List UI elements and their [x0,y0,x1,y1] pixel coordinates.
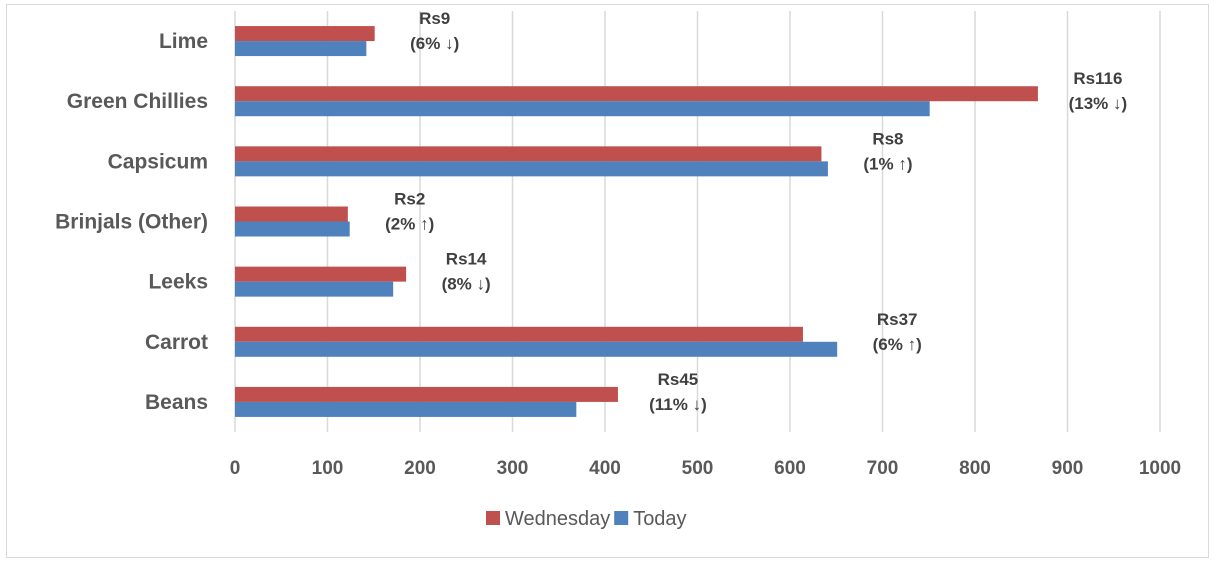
x-tick-label-400: 400 [589,458,621,479]
category-label-green-chillies: Green Chillies [67,90,208,113]
annotation-change-green-chillies: (13% ↓) [1069,94,1128,113]
annotation-amount-leeks: Rs14 [446,250,487,269]
annotation-amount-brinjals-other: Rs2 [394,190,425,209]
annotation-amount-beans: Rs45 [658,370,699,389]
legend-label-wednesday: Wednesday [505,508,610,530]
bar-wednesday-lime [235,26,375,42]
category-label-carrot: Carrot [145,331,208,354]
annotation-amount-carrot: Rs37 [877,310,918,329]
x-tick-label-900: 900 [1052,458,1084,479]
category-label-brinjals-other: Brinjals (Other) [55,211,208,234]
bar-today-capsicum [235,161,828,177]
x-tick-label-600: 600 [774,458,806,479]
annotation-change-leeks: (8% ↓) [442,275,491,294]
legend-label-today: Today [633,508,686,530]
annotation-change-beans: (11% ↓) [649,395,707,414]
x-tick-label-800: 800 [959,458,991,479]
legend-swatch-today [614,511,629,525]
bar-wednesday-carrot [235,326,803,342]
bar-wednesday-beans [235,386,618,402]
annotation-amount-green-chillies: Rs116 [1073,69,1122,88]
bar-today-green-chillies [235,101,930,117]
annotation-change-carrot: (6% ↑) [873,335,922,354]
bar-today-leeks [235,281,394,297]
x-tick-label-1000: 1000 [1139,458,1181,479]
annotation-change-capsicum: (1% ↑) [863,154,912,173]
x-tick-label-200: 200 [404,458,436,479]
x-tick-label-700: 700 [867,458,899,479]
annotation-change-brinjals-other: (2% ↑) [385,215,434,234]
bar-today-brinjals-other [235,221,350,237]
x-tick-label-100: 100 [312,458,344,479]
bar-wednesday-green-chillies [235,86,1038,102]
legend-swatch-wednesday [486,511,500,525]
category-label-beans: Beans [145,391,208,414]
bar-wednesday-brinjals-other [235,206,348,222]
bar-wednesday-leeks [235,266,407,282]
bar-today-beans [235,401,577,417]
x-tick-label-500: 500 [682,458,714,479]
bar-wednesday-capsicum [235,146,822,162]
category-label-lime: Lime [159,30,208,53]
x-tick-label-300: 300 [497,458,529,479]
bar-today-lime [235,41,367,57]
annotation-amount-capsicum: Rs8 [872,129,903,148]
category-label-capsicum: Capsicum [108,150,208,173]
annotation-change-lime: (6% ↓) [410,34,459,53]
x-tick-label-0: 0 [230,458,241,479]
bar-today-carrot [235,341,838,357]
category-label-leeks: Leeks [148,271,208,294]
annotation-amount-lime: Rs9 [419,9,450,28]
